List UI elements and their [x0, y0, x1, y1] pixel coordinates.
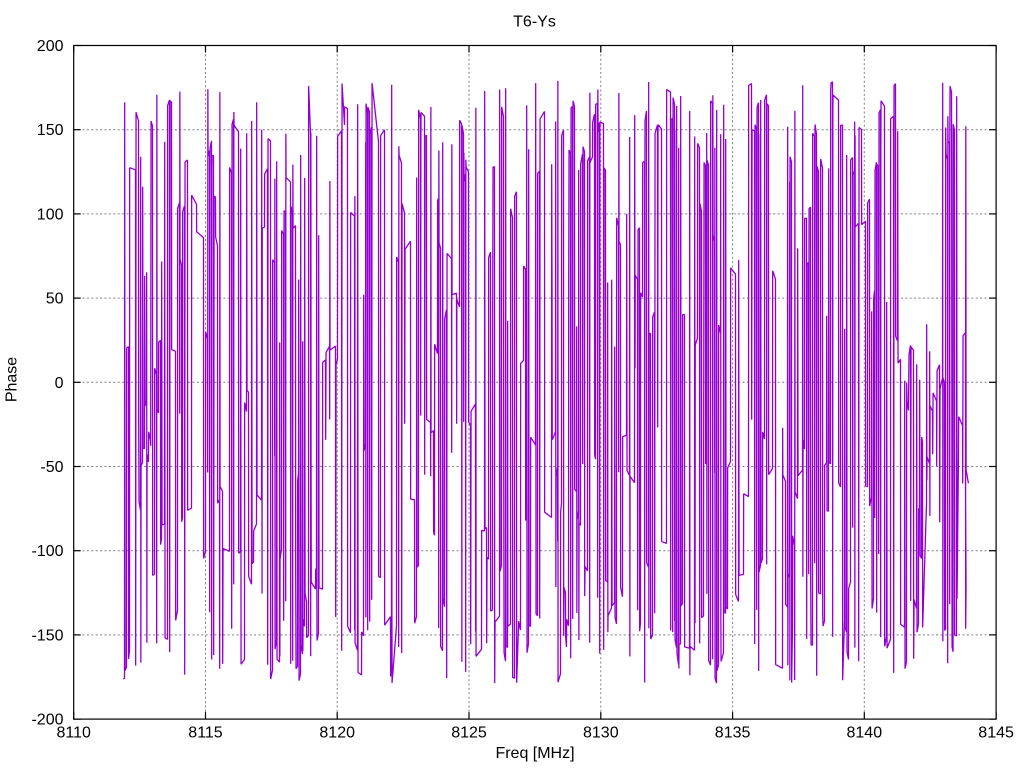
- svg-text:Freq [MHz]: Freq [MHz]: [495, 745, 574, 762]
- svg-text:-100: -100: [31, 543, 63, 560]
- svg-text:8135: 8135: [715, 725, 751, 742]
- svg-text:8110: 8110: [56, 725, 91, 742]
- svg-text:100: 100: [37, 206, 64, 223]
- svg-text:8115: 8115: [188, 725, 223, 742]
- svg-text:-50: -50: [40, 459, 63, 476]
- svg-text:8140: 8140: [847, 725, 883, 742]
- svg-text:8120: 8120: [319, 725, 355, 742]
- svg-text:T6-Ys: T6-Ys: [513, 14, 556, 31]
- svg-text:8145: 8145: [978, 725, 1014, 742]
- svg-text:8130: 8130: [583, 725, 619, 742]
- svg-text:Phase: Phase: [4, 357, 21, 402]
- svg-text:-200: -200: [31, 712, 63, 729]
- svg-text:8125: 8125: [451, 725, 487, 742]
- svg-text:-150: -150: [31, 627, 63, 644]
- svg-text:150: 150: [37, 122, 64, 139]
- svg-text:200: 200: [37, 38, 64, 55]
- svg-text:50: 50: [46, 291, 64, 308]
- svg-text:0: 0: [55, 375, 64, 392]
